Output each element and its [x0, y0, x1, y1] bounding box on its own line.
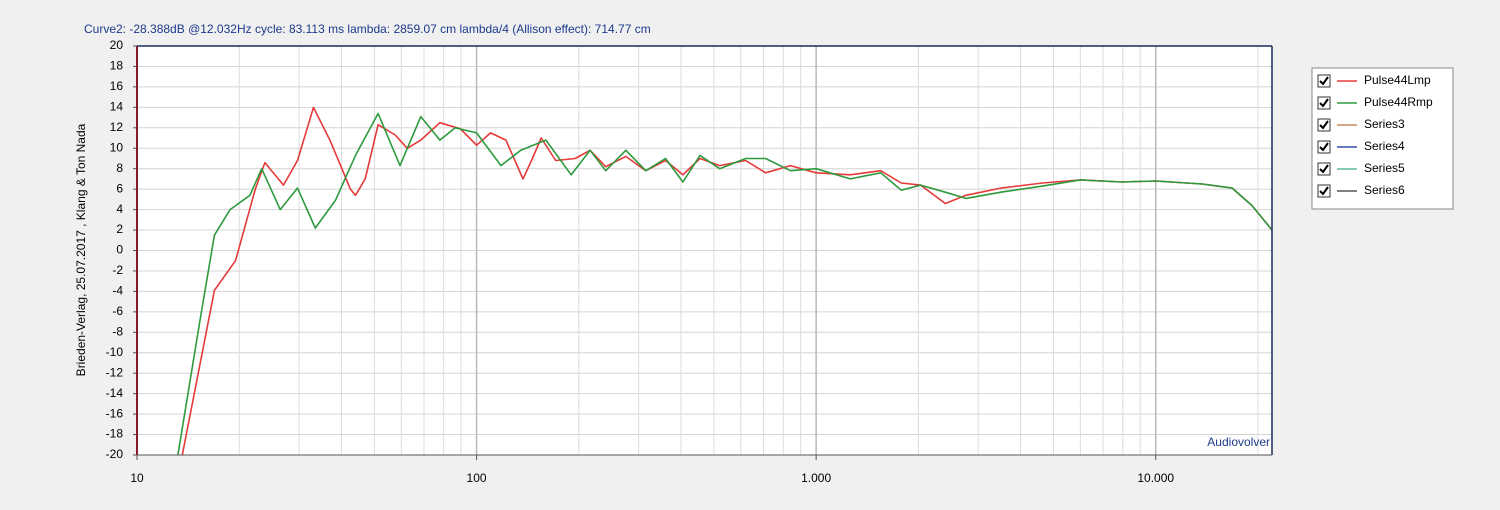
y-tick-label: 18 — [110, 59, 124, 73]
check-mark — [1319, 142, 1329, 152]
y-tick-label: 20 — [110, 38, 124, 52]
y-tick-label: -2 — [112, 263, 123, 277]
y-tick-label: 12 — [110, 120, 124, 134]
check-mark — [1319, 164, 1329, 174]
legend-label: Series5 — [1364, 161, 1405, 175]
x-tick-label: 100 — [467, 471, 487, 485]
legend-label: Series4 — [1364, 139, 1405, 153]
y-tick-label: -16 — [106, 406, 124, 420]
y-tick-label: 4 — [116, 202, 123, 216]
x-tick-label: 1.000 — [801, 471, 831, 485]
y-tick-label: -18 — [106, 427, 124, 441]
legend-box — [1311, 67, 1454, 210]
check-mark — [1319, 76, 1329, 86]
y-tick-label: -20 — [106, 447, 124, 461]
legend-label: Series6 — [1364, 183, 1405, 197]
y-tick-label: 0 — [116, 243, 123, 257]
y-tick-label: -12 — [106, 365, 124, 379]
annotation: Curve2: -28.388dB @12.032Hz cycle: 83.11… — [84, 22, 651, 36]
y-tick-label: -6 — [112, 304, 123, 318]
y-tick-label: 10 — [110, 140, 124, 154]
check-mark — [1319, 98, 1329, 108]
y-tick-label: 6 — [116, 181, 123, 195]
y-tick-label: 2 — [116, 222, 123, 236]
y-tick-label: 8 — [116, 161, 123, 175]
x-tick-label: 10.000 — [1137, 471, 1174, 485]
y-axis-label: Brieden-Verlag, 25.07.2017 , Klang & Ton… — [74, 123, 88, 376]
y-tick-label: -14 — [106, 386, 124, 400]
y-tick-label: 16 — [110, 79, 124, 93]
legend-label: Pulse44Lmp — [1364, 73, 1431, 87]
y-tick-label: -8 — [112, 324, 123, 338]
legend-label: Pulse44Rmp — [1364, 95, 1433, 109]
series-line — [177, 112, 1272, 455]
check-mark — [1319, 186, 1329, 196]
watermark: Audiovolver — [1207, 435, 1270, 449]
y-tick-label: -4 — [112, 284, 123, 298]
y-tick-label: -10 — [106, 345, 124, 359]
check-mark — [1319, 120, 1329, 130]
y-tick-label: 14 — [110, 100, 124, 114]
legend-label: Series3 — [1364, 117, 1405, 131]
x-tick-label: 10 — [130, 471, 144, 485]
